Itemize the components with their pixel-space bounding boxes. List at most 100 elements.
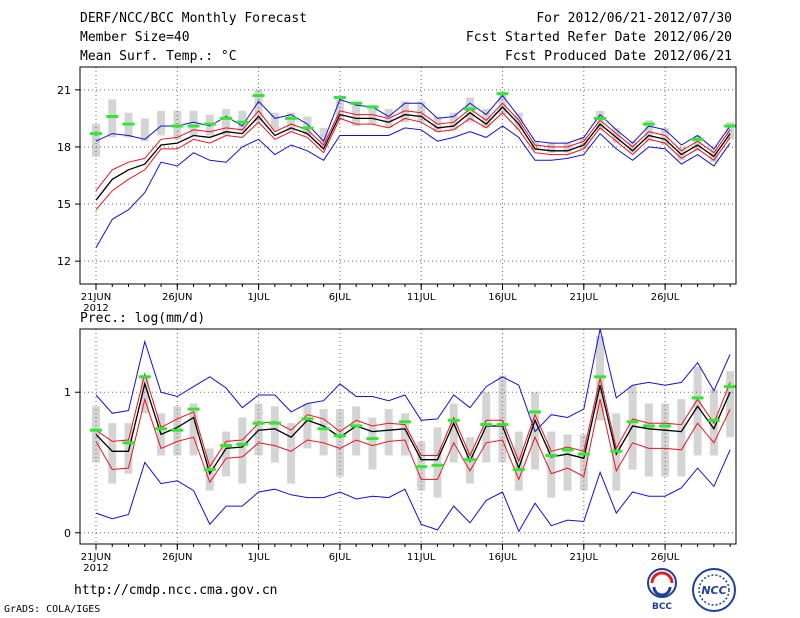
x-tick-sublabel: 2012 bbox=[83, 563, 108, 574]
observed-marker bbox=[496, 423, 509, 427]
spread-box bbox=[384, 409, 393, 456]
x-tick-label: 26JUL bbox=[651, 552, 680, 563]
spread-box bbox=[644, 120, 653, 142]
series-lower-inner bbox=[95, 111, 731, 211]
spread-box bbox=[140, 375, 149, 414]
spread-box bbox=[400, 413, 409, 456]
forecast-period: For 2012/06/21-2012/07/30 bbox=[536, 11, 732, 26]
series-lower-outer bbox=[95, 125, 731, 249]
observed-marker bbox=[577, 452, 590, 456]
grads-credit: GrADS: COLA/IGES bbox=[4, 604, 101, 615]
observed-marker bbox=[187, 407, 200, 411]
observed-marker bbox=[285, 116, 298, 120]
ncc-logo: NCC bbox=[692, 568, 736, 612]
observed-marker bbox=[626, 420, 639, 424]
observed-marker bbox=[350, 424, 363, 428]
observed-marker bbox=[171, 428, 184, 432]
series-lower-outer bbox=[95, 449, 731, 533]
spread-box bbox=[157, 110, 166, 136]
spread-box bbox=[287, 423, 296, 484]
observed-marker bbox=[398, 420, 411, 424]
x-tick-label: 11JUL bbox=[407, 552, 436, 563]
x-tick-label: 21JUN bbox=[81, 292, 111, 303]
produced-date: Fcst Produced Date 2012/06/21 bbox=[505, 49, 732, 64]
observed-marker bbox=[350, 101, 363, 105]
ncc-logo-text: NCC bbox=[701, 584, 726, 597]
spread-box bbox=[644, 403, 653, 477]
observed-marker bbox=[268, 421, 281, 425]
spread-box bbox=[189, 403, 198, 456]
observed-marker bbox=[252, 94, 265, 98]
spread-box bbox=[319, 127, 328, 147]
observed-marker bbox=[138, 375, 151, 379]
spread-box bbox=[547, 143, 556, 153]
spread-box bbox=[612, 127, 621, 144]
observed-marker bbox=[366, 105, 379, 109]
spread-box bbox=[92, 124, 100, 157]
observed-marker bbox=[415, 465, 428, 469]
x-tick-label: 26JUL bbox=[651, 292, 680, 303]
spread-box bbox=[108, 423, 117, 484]
observed-marker bbox=[333, 95, 346, 99]
spread-box bbox=[335, 409, 344, 477]
x-tick-label: 11JUL bbox=[407, 292, 436, 303]
observed-marker bbox=[610, 449, 623, 453]
spread-box bbox=[303, 116, 312, 136]
source-url[interactable]: http://cmdp.ncc.cma.gov.cn bbox=[74, 583, 278, 598]
observed-marker bbox=[301, 126, 314, 130]
observed-marker bbox=[90, 132, 102, 136]
observed-marker bbox=[220, 444, 233, 448]
x-tick-label: 26JUN bbox=[162, 552, 192, 563]
spread-box bbox=[189, 110, 198, 136]
observed-marker bbox=[724, 385, 737, 389]
observed-marker bbox=[90, 428, 102, 432]
observed-marker bbox=[594, 375, 607, 379]
spread-box bbox=[222, 108, 231, 136]
series-lower-inner bbox=[95, 397, 731, 484]
x-tick-label: 1JUL bbox=[247, 552, 270, 563]
spread-box bbox=[124, 423, 133, 474]
observed-marker bbox=[171, 124, 184, 128]
x-tick-label: 26JUN bbox=[162, 292, 192, 303]
y-tick-label: 1 bbox=[64, 386, 71, 399]
observed-marker bbox=[724, 124, 737, 128]
observed-marker bbox=[366, 437, 379, 441]
observed-marker bbox=[431, 463, 444, 467]
spread-box bbox=[677, 399, 686, 477]
observed-marker bbox=[187, 124, 200, 128]
spread-box bbox=[335, 99, 344, 121]
spread-box bbox=[433, 427, 442, 498]
y-tick-label: 21 bbox=[57, 84, 71, 97]
spread-box bbox=[254, 89, 263, 123]
observed-marker bbox=[203, 122, 216, 126]
spread-box bbox=[287, 112, 296, 132]
spread-box bbox=[400, 101, 409, 123]
series-upper-inner bbox=[95, 372, 731, 468]
variable-label: Mean Surf. Temp.: °C bbox=[80, 49, 237, 64]
observed-marker bbox=[447, 418, 460, 422]
observed-marker bbox=[642, 424, 655, 428]
spread-box bbox=[547, 431, 556, 498]
observed-marker bbox=[252, 421, 265, 425]
start-date: Fcst Started Refer Date 2012/06/20 bbox=[465, 30, 732, 45]
observed-marker bbox=[707, 418, 720, 422]
spread-box bbox=[531, 141, 540, 151]
spread-box bbox=[661, 403, 670, 477]
spread-box bbox=[303, 403, 312, 449]
observed-marker bbox=[642, 122, 655, 126]
observed-marker bbox=[463, 458, 476, 462]
spread-box bbox=[270, 112, 279, 130]
spread-box bbox=[108, 99, 117, 138]
spread-box bbox=[628, 385, 637, 470]
observed-marker bbox=[496, 92, 509, 96]
spread-box bbox=[449, 403, 458, 463]
x-tick-label: 6JUL bbox=[329, 552, 352, 563]
y-tick-label: 15 bbox=[57, 198, 71, 211]
observed-marker bbox=[317, 427, 330, 431]
series-upper-inner bbox=[95, 102, 731, 192]
observed-marker bbox=[155, 427, 168, 431]
observed-marker bbox=[122, 122, 135, 126]
observed-marker bbox=[203, 468, 216, 472]
